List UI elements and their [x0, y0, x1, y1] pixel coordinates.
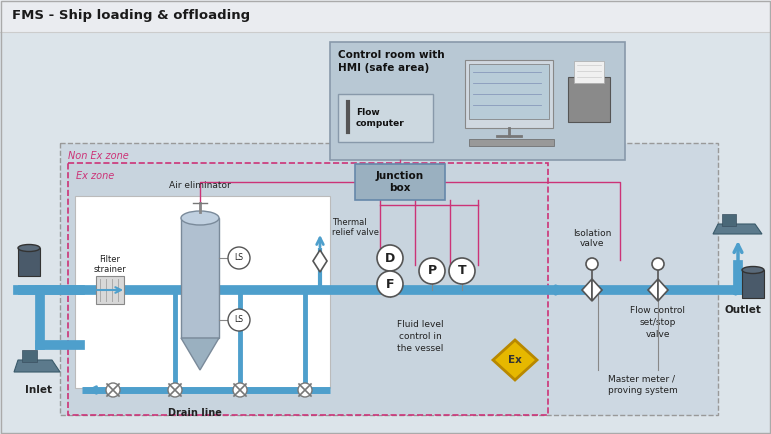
- Bar: [338, 94, 433, 142]
- Polygon shape: [14, 360, 60, 372]
- Text: Inlet: Inlet: [25, 385, 52, 395]
- Circle shape: [377, 271, 403, 297]
- Polygon shape: [713, 224, 762, 234]
- Text: Filter
strainer: Filter strainer: [93, 255, 126, 274]
- Text: FMS - Ship loading & offloading: FMS - Ship loading & offloading: [12, 10, 250, 23]
- Text: Junction
box: Junction box: [376, 171, 424, 193]
- Circle shape: [377, 245, 403, 271]
- Bar: [330, 42, 625, 160]
- Text: Air eliminator: Air eliminator: [169, 181, 231, 190]
- Text: Flow
computer: Flow computer: [356, 108, 405, 128]
- Circle shape: [449, 258, 475, 284]
- Ellipse shape: [742, 266, 764, 273]
- Bar: [0, 0, 771, 32]
- Circle shape: [168, 383, 182, 397]
- Text: Ex: Ex: [508, 355, 522, 365]
- Bar: [742, 270, 764, 298]
- Text: P: P: [427, 264, 436, 277]
- Text: Drain line: Drain line: [168, 408, 222, 418]
- Polygon shape: [592, 279, 602, 301]
- Bar: [96, 276, 124, 304]
- Text: Thermal
relief valve: Thermal relief valve: [332, 218, 379, 237]
- Bar: [722, 214, 736, 226]
- Text: T: T: [458, 264, 466, 277]
- Ellipse shape: [181, 211, 219, 225]
- Circle shape: [228, 247, 250, 269]
- Bar: [574, 61, 604, 83]
- Bar: [68, 163, 548, 415]
- Bar: [75, 196, 330, 388]
- Text: Isolation
valve: Isolation valve: [573, 229, 611, 248]
- Text: Flow control
set/stop
valve: Flow control set/stop valve: [631, 306, 685, 339]
- Text: Control room with
HMI (safe area): Control room with HMI (safe area): [338, 50, 445, 73]
- Bar: [465, 60, 553, 128]
- Text: Fluid level
control in
the vessel: Fluid level control in the vessel: [397, 320, 443, 352]
- Text: D: D: [385, 251, 395, 264]
- Bar: [568, 77, 610, 122]
- Polygon shape: [313, 250, 327, 272]
- Bar: [18, 248, 40, 276]
- Bar: [181, 218, 219, 338]
- Polygon shape: [582, 279, 592, 301]
- Circle shape: [586, 258, 598, 270]
- Bar: [60, 143, 718, 415]
- Polygon shape: [648, 279, 658, 301]
- Bar: [22, 350, 37, 362]
- Text: Non Ex zone: Non Ex zone: [68, 151, 129, 161]
- Circle shape: [106, 383, 120, 397]
- Text: Outlet: Outlet: [725, 305, 762, 315]
- Bar: [469, 64, 549, 119]
- Circle shape: [228, 309, 250, 331]
- Polygon shape: [658, 279, 668, 301]
- Ellipse shape: [18, 244, 40, 251]
- Text: Master meter /
proving system: Master meter / proving system: [608, 374, 678, 395]
- Text: F: F: [386, 277, 394, 290]
- Bar: [469, 139, 554, 146]
- Circle shape: [419, 258, 445, 284]
- Circle shape: [298, 383, 312, 397]
- Text: Ex zone: Ex zone: [76, 171, 114, 181]
- Text: LS: LS: [234, 253, 244, 263]
- Text: LS: LS: [234, 316, 244, 325]
- Circle shape: [233, 383, 247, 397]
- Polygon shape: [181, 338, 219, 370]
- Circle shape: [652, 258, 664, 270]
- Polygon shape: [493, 340, 537, 380]
- Bar: [355, 164, 445, 200]
